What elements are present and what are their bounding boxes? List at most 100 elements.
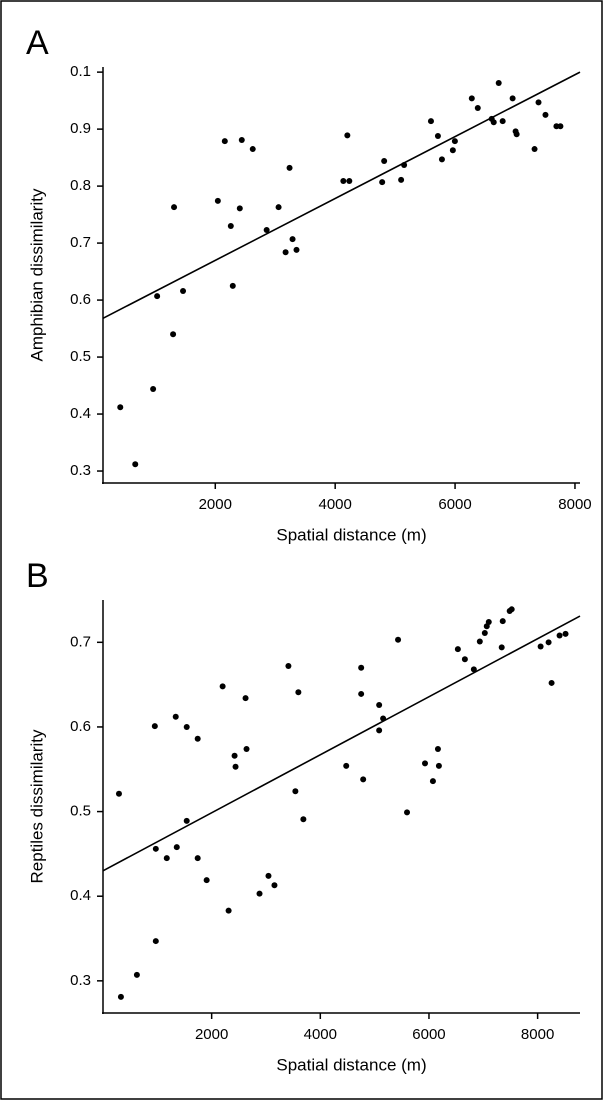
x-axis-title: Spatial distance (m) — [276, 1055, 426, 1074]
point — [117, 993, 124, 1000]
point — [271, 882, 278, 889]
x-tick-label: 2000 — [199, 496, 232, 513]
point — [395, 636, 402, 643]
point — [275, 204, 282, 211]
point — [194, 855, 201, 862]
point — [508, 606, 515, 613]
point — [449, 147, 456, 154]
point — [232, 763, 239, 770]
x-tick-label: 4000 — [318, 496, 351, 513]
x-axis-title: Spatial distance (m) — [276, 525, 426, 544]
point — [499, 618, 506, 625]
point — [435, 762, 442, 769]
point — [214, 197, 221, 204]
point — [152, 938, 159, 945]
point — [132, 461, 139, 468]
point — [295, 689, 302, 696]
point — [265, 872, 272, 879]
point — [282, 249, 289, 256]
point — [513, 131, 520, 138]
y-tick-label: 0.3 — [70, 972, 91, 989]
y-tick-label: 0.5 — [70, 348, 91, 365]
point — [236, 205, 243, 212]
point — [542, 111, 549, 118]
point — [398, 176, 405, 183]
point — [470, 666, 477, 673]
point — [238, 136, 245, 143]
point — [427, 118, 434, 125]
point — [133, 971, 140, 978]
point — [219, 683, 226, 690]
regression-line — [102, 71, 581, 320]
y-tick-label: 0.6 — [70, 718, 91, 735]
point — [231, 752, 238, 759]
point — [285, 663, 292, 670]
y-tick-label: 0.1 — [70, 63, 91, 80]
point — [474, 105, 481, 112]
point — [434, 745, 441, 752]
y-tick-label: 0.8 — [70, 177, 91, 194]
point — [293, 246, 300, 253]
point — [360, 776, 367, 783]
panel-label: B — [26, 557, 49, 595]
point — [468, 95, 475, 102]
point — [485, 619, 492, 626]
point — [151, 723, 158, 730]
point — [170, 331, 177, 338]
point — [163, 855, 170, 862]
x-tick-label: 2000 — [195, 1026, 228, 1043]
y-tick-label: 0.3 — [70, 462, 91, 479]
x-tick-label: 8000 — [521, 1026, 554, 1043]
point — [537, 643, 544, 650]
point — [221, 138, 228, 145]
x-tick-label: 6000 — [412, 1026, 445, 1043]
y-tick-label: 0.4 — [70, 405, 91, 422]
y-tick-label: 0.7 — [70, 234, 91, 251]
point — [242, 695, 249, 702]
point — [343, 762, 350, 769]
point — [117, 404, 124, 411]
point — [509, 95, 516, 102]
point — [476, 638, 483, 645]
panel-label: A — [26, 24, 49, 62]
point — [256, 890, 263, 897]
point — [381, 158, 388, 165]
point — [404, 809, 411, 816]
point — [249, 146, 256, 153]
point — [380, 715, 387, 722]
point — [172, 713, 179, 720]
point — [203, 877, 210, 884]
y-tick-label: 0.9 — [70, 120, 91, 137]
point — [180, 287, 187, 294]
point — [499, 118, 506, 125]
point — [545, 639, 552, 646]
point — [227, 222, 234, 229]
point — [152, 845, 159, 852]
point — [556, 632, 563, 639]
point — [422, 760, 429, 767]
point — [340, 177, 347, 184]
point — [173, 844, 180, 851]
point — [358, 690, 365, 697]
point — [495, 79, 502, 86]
point — [286, 164, 293, 171]
y-tick-label: 0.5 — [70, 803, 91, 820]
point — [171, 204, 178, 211]
x-tick-label: 8000 — [558, 496, 591, 513]
point — [379, 179, 386, 186]
point — [481, 630, 488, 637]
point — [376, 701, 383, 708]
point — [115, 790, 122, 797]
point — [531, 146, 538, 153]
point — [154, 293, 161, 300]
y-tick-label: 0.6 — [70, 291, 91, 308]
point — [183, 723, 190, 730]
point — [300, 816, 307, 823]
y-axis-title: Amphibian dissimilarity — [27, 188, 46, 361]
point — [292, 788, 299, 795]
point — [344, 132, 351, 139]
point — [434, 132, 441, 139]
point — [229, 282, 236, 289]
point — [451, 138, 458, 145]
